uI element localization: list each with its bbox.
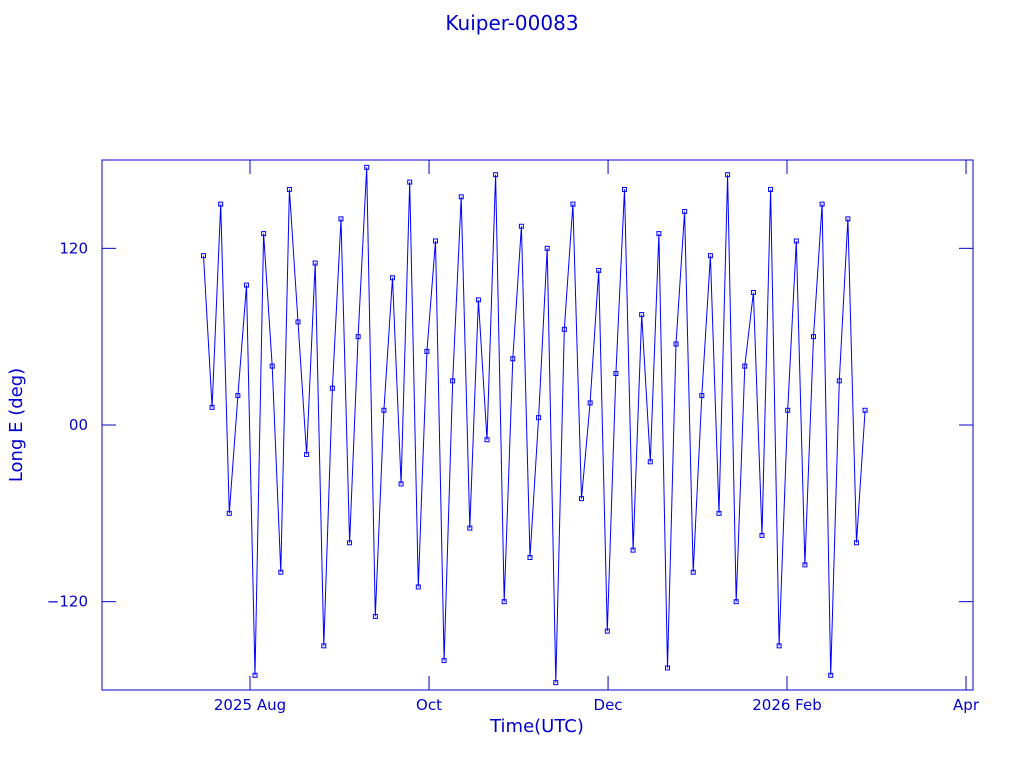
data-marker	[536, 415, 542, 421]
data-marker	[218, 201, 224, 207]
data-marker	[321, 643, 327, 649]
data-marker	[725, 172, 731, 178]
data-marker	[862, 407, 868, 413]
data-marker	[295, 319, 301, 325]
data-marker	[312, 260, 318, 266]
data-marker	[785, 407, 791, 413]
data-marker	[235, 393, 241, 399]
data-marker	[647, 459, 653, 465]
data-marker	[441, 658, 447, 664]
y-tick-label: 120	[59, 239, 88, 257]
data-marker	[811, 334, 817, 340]
data-marker	[845, 216, 851, 222]
data-marker	[209, 404, 215, 410]
x-tick-label: Oct	[416, 696, 442, 714]
data-marker	[269, 363, 275, 369]
data-marker	[733, 599, 739, 605]
x-tick-label: 2025 Aug	[214, 696, 286, 714]
data-marker	[613, 370, 619, 376]
data-marker	[372, 613, 378, 619]
data-marker	[699, 393, 705, 399]
data-marker	[768, 186, 774, 192]
data-marker	[742, 363, 748, 369]
data-marker	[759, 532, 765, 538]
y-tick-label: 00	[69, 416, 88, 434]
data-marker	[355, 334, 361, 340]
data-marker	[819, 201, 825, 207]
data-marker	[252, 672, 258, 678]
data-marker	[673, 341, 679, 347]
data-marker	[561, 326, 567, 332]
data-marker	[432, 238, 438, 244]
data-marker	[802, 562, 808, 568]
data-marker	[493, 172, 499, 178]
data-marker	[450, 378, 456, 384]
data-marker	[261, 231, 267, 237]
data-marker	[329, 385, 335, 391]
data-marker	[656, 231, 662, 237]
data-marker	[604, 628, 610, 634]
data-marker	[226, 510, 232, 516]
data-marker	[553, 680, 559, 686]
data-marker	[415, 584, 421, 590]
data-marker	[390, 275, 396, 281]
plot-frame	[101, 159, 974, 691]
data-marker	[621, 186, 627, 192]
x-tick-label: 2026 Feb	[752, 696, 822, 714]
data-marker	[776, 643, 782, 649]
data-marker	[587, 400, 593, 406]
data-marker	[424, 348, 430, 354]
data-marker	[407, 179, 413, 185]
data-marker	[853, 540, 859, 546]
data-marker	[527, 555, 533, 560]
data-marker	[475, 297, 481, 303]
data-marker	[518, 223, 524, 229]
data-marker	[682, 209, 688, 215]
data-marker	[381, 407, 387, 413]
data-marker	[364, 164, 370, 170]
data-marker	[304, 451, 310, 457]
data-marker	[639, 312, 645, 318]
data-marker	[630, 547, 636, 553]
data-marker	[398, 481, 404, 487]
x-tick-label: Dec	[594, 696, 623, 714]
data-marker	[467, 525, 473, 531]
data-marker	[338, 216, 344, 222]
x-tick-label: Apr	[953, 696, 980, 714]
data-marker	[544, 245, 550, 251]
data-marker	[579, 496, 585, 502]
data-marker	[278, 569, 284, 575]
chart-title: Kuiper-00083	[445, 11, 578, 35]
data-marker	[793, 238, 799, 244]
data-marker	[570, 201, 576, 207]
data-marker	[200, 253, 206, 259]
data-marker	[501, 599, 507, 605]
data-marker	[510, 356, 516, 362]
data-marker	[828, 672, 834, 678]
data-marker	[836, 378, 842, 384]
data-marker	[286, 186, 292, 192]
data-marker	[707, 253, 713, 259]
data-marker	[690, 569, 696, 575]
data-marker	[664, 665, 670, 671]
data-marker	[243, 282, 249, 288]
data-marker	[347, 540, 353, 546]
y-axis-label: Long E (deg)	[6, 368, 27, 482]
y-tick-label: −120	[47, 593, 88, 611]
data-marker	[750, 290, 756, 295]
data-marker	[716, 510, 722, 516]
data-line	[203, 167, 866, 683]
x-axis-label: Time(UTC)	[489, 716, 584, 737]
data-marker	[458, 194, 464, 200]
data-marker	[484, 437, 490, 443]
data-marker	[596, 267, 602, 273]
